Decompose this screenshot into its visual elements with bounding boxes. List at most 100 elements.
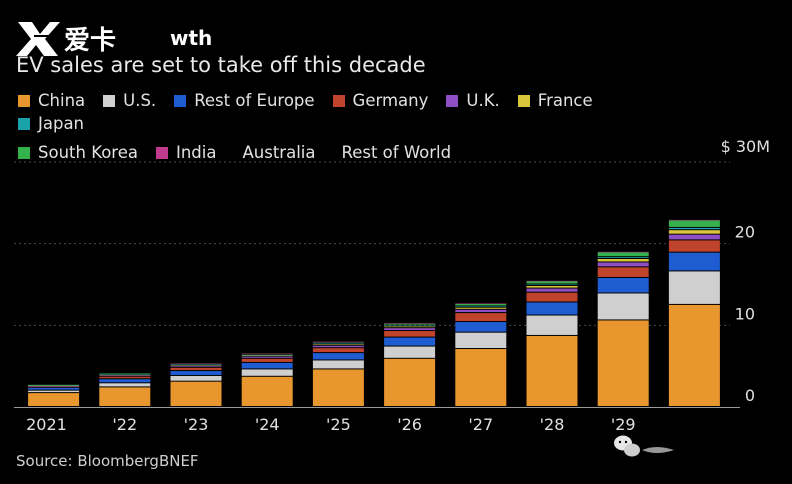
bar-segment — [170, 365, 222, 366]
y-tick-label: 10 — [735, 304, 755, 323]
bar-segment — [99, 375, 151, 377]
bar-segment — [526, 292, 578, 302]
legend-swatch — [18, 146, 30, 159]
x-tick-label: 2021 — [26, 415, 67, 434]
chart-subtitle: EV sales are set to take off this decade — [16, 53, 426, 77]
bar-segment — [384, 346, 436, 358]
bar-segment — [99, 374, 151, 376]
bar-segment — [668, 219, 720, 221]
bar-segment — [99, 383, 151, 387]
bar-segment — [241, 353, 293, 355]
bar-segment — [597, 320, 649, 406]
bar-segment — [170, 364, 222, 366]
legend-swatch — [103, 94, 116, 107]
bar-segment — [455, 306, 507, 307]
bar-segment — [384, 325, 436, 327]
bar-segment — [99, 379, 151, 383]
bar-segment — [526, 284, 578, 285]
x-tick-label: '25 — [326, 415, 351, 434]
legend-swatch — [517, 94, 530, 107]
bar-segment — [384, 323, 436, 324]
bar-segment — [526, 281, 578, 284]
bar-segment — [241, 362, 293, 369]
bar-segment — [170, 371, 222, 375]
x-tick-label: '24 — [255, 415, 280, 434]
bar-segment — [28, 386, 80, 388]
bar-segment — [312, 353, 364, 360]
bar-segment — [668, 240, 720, 252]
bar-segment — [241, 358, 293, 362]
legend-label: France — [537, 91, 593, 110]
bar-segment — [455, 307, 507, 309]
legend-item: India — [155, 143, 217, 162]
bar-segment — [455, 303, 507, 306]
bar-segment — [597, 277, 649, 293]
bar-segment — [455, 332, 507, 349]
bar-segment — [170, 366, 222, 367]
legend-label: U.K. — [466, 91, 500, 110]
legend-item: U.K. — [446, 91, 500, 110]
xcar-logo: 爱卡 — [14, 18, 116, 58]
legend-item: Australia — [234, 143, 316, 162]
bar-segment — [384, 326, 436, 328]
x-tick-label: '28 — [540, 415, 565, 434]
legend-swatch — [332, 94, 345, 107]
bar-segment — [312, 360, 364, 369]
legend-label: South Korea — [38, 143, 138, 162]
bar-segment — [170, 381, 222, 406]
bar-segment — [28, 384, 80, 386]
bar-segment — [241, 369, 293, 376]
bar-segment — [384, 328, 436, 331]
bar-segment — [99, 373, 151, 375]
legend-item: Japan — [18, 114, 84, 133]
bar-segment — [597, 293, 649, 320]
bar-segment — [99, 374, 151, 375]
bar-segment — [597, 262, 649, 267]
bar-segment — [668, 234, 720, 240]
bar-segment — [99, 376, 151, 379]
bar-segment — [312, 343, 364, 345]
bar-segment — [99, 387, 151, 406]
legend-swatch — [174, 94, 187, 107]
legend-swatch — [18, 94, 30, 107]
bar-segment — [597, 267, 649, 277]
bar-segment — [668, 252, 720, 271]
bar-segment — [312, 341, 364, 343]
legend-item: Rest of Europe — [174, 91, 315, 110]
bar-segment — [312, 345, 364, 348]
legend-item: South Korea — [18, 143, 138, 162]
bar-segment — [455, 313, 507, 322]
wechat-watermark-icon — [614, 435, 674, 457]
legend-label: Australia — [242, 143, 316, 162]
bar-segment — [668, 230, 720, 234]
legend-item: Rest of World — [333, 143, 451, 162]
chart-legend: China U.S. Rest of Europe Germany U.K. France… — [18, 91, 658, 162]
legend-swatch — [155, 146, 168, 159]
legend-label: Germany — [352, 91, 429, 110]
bar-segment — [384, 323, 436, 325]
bar-segment — [597, 259, 649, 262]
bar-segment — [241, 376, 293, 406]
bar-segment — [668, 227, 720, 230]
bar-segment — [28, 393, 80, 406]
x-tick-label: '23 — [184, 415, 209, 434]
bar-segment — [170, 363, 222, 365]
bar-segment — [170, 375, 222, 381]
bar-segment — [312, 348, 364, 353]
bar-segment — [526, 315, 578, 335]
legend-item: France — [517, 91, 593, 110]
bar-segment — [170, 367, 222, 371]
bar-segment — [384, 358, 436, 406]
bar-segment — [526, 285, 578, 288]
xcar-logo-icon — [16, 22, 60, 56]
y-tick-label: $ 30M — [721, 137, 770, 156]
x-tick-label: '26 — [397, 415, 422, 434]
y-tick-label: 0 — [745, 386, 755, 405]
bar-segment — [28, 385, 80, 386]
bar-segment — [526, 335, 578, 406]
legend-label: India — [175, 143, 217, 162]
bar-segment — [384, 331, 436, 337]
bar-segment — [312, 369, 364, 406]
x-tick-label: '27 — [468, 415, 493, 434]
